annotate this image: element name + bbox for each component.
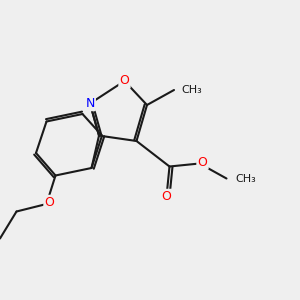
- Text: O: O: [45, 196, 54, 209]
- Text: N: N: [85, 97, 95, 110]
- Text: O: O: [120, 74, 129, 88]
- Text: O: O: [198, 155, 207, 169]
- Text: CH₃: CH₃: [236, 173, 256, 184]
- Text: O: O: [162, 190, 171, 203]
- Text: CH₃: CH₃: [182, 85, 202, 95]
